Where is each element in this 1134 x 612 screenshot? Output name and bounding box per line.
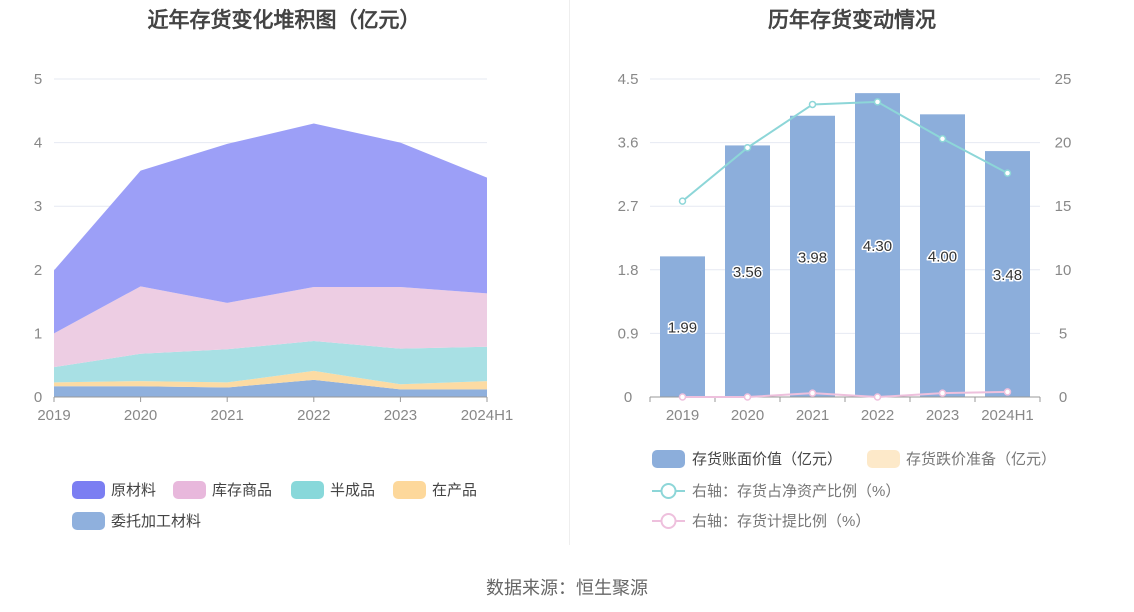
x-tick-label: 2022 [297, 407, 330, 424]
stacked-area-chart: 0 1 2 3 4 5 2019 2020 2021 2022 2023 2024H1 原材料 库存商品 半… [34, 71, 514, 530]
right-chart-panel: 历年存货变动情况 0 0.9 1.8 2.7 3.6 4.5 0 5 10 15 20 25 2019 2… [570, 0, 1134, 545]
x-tick-label: 2021 [796, 407, 829, 424]
y-right-tick-label: 5 [1059, 325, 1067, 342]
x-tick-label: 2019 [37, 407, 70, 424]
legend-swatch [72, 512, 105, 530]
y-tick-label: 3 [34, 198, 42, 215]
x-tick-label: 2024H1 [461, 407, 514, 424]
bar-data-label: 3.98 [798, 249, 827, 266]
bar [725, 145, 770, 397]
x-tick-label: 2022 [861, 407, 894, 424]
legend-swatch [173, 481, 206, 499]
legend-swatch [867, 450, 900, 468]
line-point [743, 143, 752, 152]
bar [985, 151, 1030, 397]
line-point [678, 197, 687, 205]
x-tick-label: 2020 [124, 407, 157, 424]
y-right-tick-label: 10 [1055, 262, 1072, 279]
left-chart-title: 近年存货变化堆积图（亿元） [147, 9, 421, 32]
bar [920, 114, 965, 397]
line-point [1003, 169, 1012, 177]
y-left-tick-label: 3.6 [618, 135, 639, 152]
bar [855, 93, 900, 397]
legend-label: 原材料 [111, 482, 156, 499]
left-chart-panel: 近年存货变化堆积图（亿元） 0 1 2 3 4 5 2019 2020 2021 2022 2023… [0, 0, 568, 545]
y-tick-label: 2 [34, 262, 42, 279]
y-left-tick-label: 0 [624, 389, 632, 406]
x-tick-label: 2021 [211, 407, 244, 424]
y-tick-label: 4 [34, 135, 42, 152]
line-series [682, 390, 1008, 399]
x-tick-label: 2023 [384, 407, 417, 424]
right-chart-title: 历年存货变动情况 [768, 9, 936, 32]
legend-label: 存货跌价准备（亿元） [906, 451, 1056, 468]
x-tick-label: 2020 [731, 407, 764, 424]
bar-line-chart: 0 0.9 1.8 2.7 3.6 4.5 0 5 10 15 20 25 2019 2020 2021 20… [618, 71, 1072, 530]
line-series [681, 100, 1008, 202]
bar-data-label: 3.48 [993, 267, 1022, 284]
line-point [808, 389, 817, 397]
y-left-tick-label: 0.9 [618, 325, 639, 342]
bar-data-label: 4.30 [863, 238, 892, 255]
area-半成品 [54, 341, 487, 385]
line-point [938, 389, 947, 397]
line-point [873, 98, 882, 106]
y-left-tick-label: 4.5 [618, 71, 639, 88]
y-tick-label: 1 [34, 325, 42, 342]
legend-label: 右轴：存货计提比例（%） [692, 513, 870, 530]
area-在产品 [54, 370, 487, 390]
y-right-tick-label: 0 [1059, 389, 1067, 406]
bar [790, 115, 835, 397]
bar [660, 256, 705, 397]
legend-label: 库存商品 [212, 482, 272, 499]
legend-label: 右轴：存货占净资产比例（%） [692, 483, 900, 500]
y-tick-label: 0 [34, 389, 42, 406]
line-point [938, 135, 947, 143]
legend-swatch [393, 481, 426, 499]
y-tick-label: 5 [34, 71, 42, 88]
y-left-tick-label: 2.7 [618, 198, 639, 215]
y-right-tick-label: 15 [1055, 198, 1072, 215]
bar-data-label: 4.00 [928, 249, 957, 266]
line-point [873, 393, 882, 401]
area-委托加工材料 [54, 379, 487, 397]
legend-label: 半成品 [330, 482, 375, 499]
area-库存商品 [54, 286, 487, 368]
line-point [1003, 388, 1012, 396]
legend-marker [660, 483, 677, 499]
area-原材料 [54, 123, 487, 334]
legend-swatch [291, 481, 324, 499]
legend-swatch [652, 450, 685, 468]
legend-label: 在产品 [432, 482, 477, 499]
data-source-footer: 数据来源：恒生聚源 [486, 578, 648, 598]
y-right-tick-label: 20 [1055, 135, 1072, 152]
panel-divider [569, 0, 570, 545]
y-right-tick-label: 25 [1055, 71, 1072, 88]
legend-marker [660, 513, 677, 529]
legend-swatch [72, 481, 105, 499]
line-point [678, 393, 687, 401]
bar-data-label: 1.99 [668, 320, 697, 337]
legend-label: 存货账面价值（亿元） [692, 451, 842, 468]
y-left-tick-label: 1.8 [618, 262, 639, 279]
x-tick-label: 2019 [666, 407, 699, 424]
line-point [808, 100, 817, 109]
x-tick-label: 2024H1 [981, 407, 1034, 424]
legend-label: 委托加工材料 [111, 513, 201, 530]
bar-data-label: 3.56 [733, 264, 762, 281]
line-point [743, 393, 752, 401]
x-tick-label: 2023 [926, 407, 959, 424]
